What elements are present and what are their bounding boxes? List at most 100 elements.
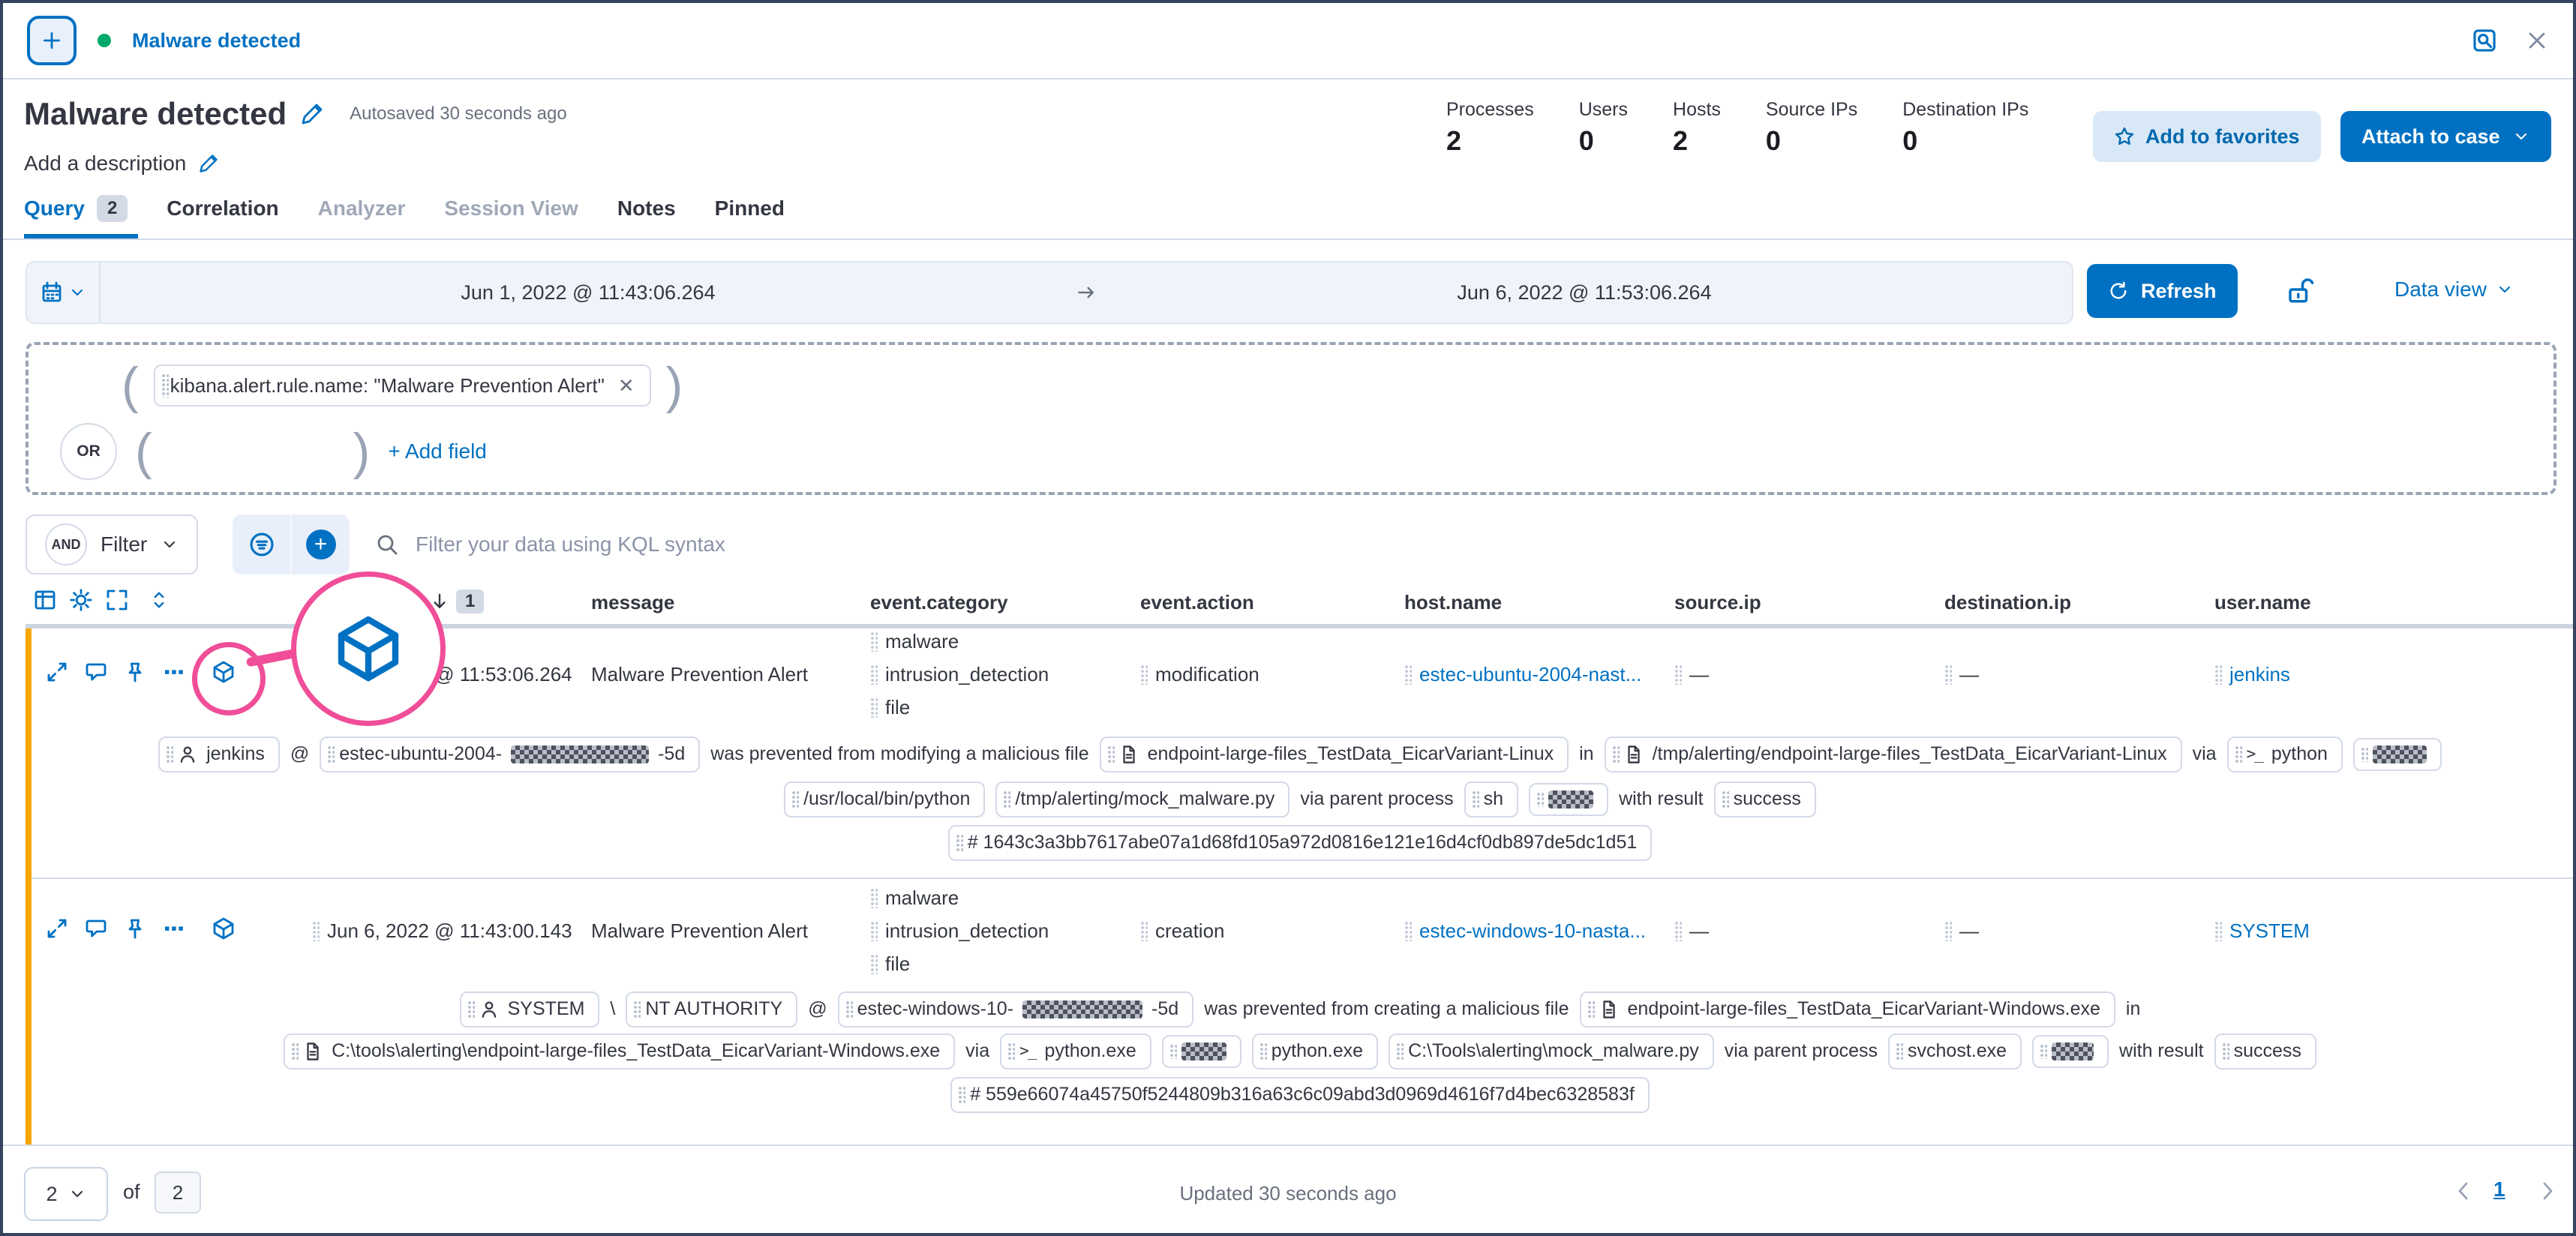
cell-source-ip[interactable]: —	[1674, 663, 1709, 686]
next-page-chevron-icon[interactable]	[2535, 1179, 2559, 1203]
file-hash-badge[interactable]: # 559e66074a45750f5244809b316a63c6c09abd…	[950, 1077, 1650, 1113]
column-header-source-ip[interactable]: source.ip	[1674, 591, 1761, 614]
kql-search-input[interactable]	[413, 531, 2543, 558]
edit-description-pencil-icon[interactable]	[198, 153, 219, 174]
user-badge[interactable]: jenkins	[158, 736, 280, 772]
filter-dropdown[interactable]: AND Filter	[26, 514, 199, 574]
edit-title-pencil-icon[interactable]	[300, 102, 324, 126]
user-badge[interactable]: SYSTEM	[459, 992, 600, 1028]
cell-event-category[interactable]: file	[870, 696, 910, 719]
file-hash-badge[interactable]: # 1643c3a3bb7617abe07a1d68fd105a972d0816…	[947, 825, 1653, 861]
current-page-number[interactable]: 1	[2493, 1178, 2505, 1201]
add-filter-button[interactable]: +	[290, 514, 350, 574]
expand-event-icon[interactable]	[45, 916, 69, 940]
cell-event-category[interactable]: file	[870, 952, 910, 976]
cell-timestamp[interactable]: Jun 6, 2022 @ 11:43:00.143	[312, 920, 572, 943]
cell-user-name[interactable]: jenkins	[2214, 663, 2290, 686]
add-description-text[interactable]: Add a description	[24, 152, 187, 175]
cell-message[interactable]: Malware Prevention Alert	[591, 663, 809, 686]
tab-label: Correlation	[167, 196, 279, 220]
tab-correlation[interactable]: Correlation	[167, 196, 278, 220]
timestamp-sort-indicator[interactable]: 1	[429, 590, 485, 614]
rows-per-page-select[interactable]: 2	[24, 1167, 108, 1221]
data-view-dropdown[interactable]: Data view	[2394, 278, 2514, 302]
cell-destination-ip[interactable]: —	[1944, 663, 1979, 686]
result-badge[interactable]: success	[2214, 1034, 2316, 1070]
column-header-user-name[interactable]: user.name	[2214, 591, 2311, 614]
cell-destination-ip[interactable]: —	[1944, 920, 1979, 943]
column-header-host-name[interactable]: host.name	[1404, 591, 1503, 614]
process-name-badge[interactable]: python.exe	[1251, 1034, 1379, 1070]
cell-user-name[interactable]: SYSTEM	[2214, 920, 2310, 943]
query-builder-dropzone[interactable]: ( kibana.alert.rule.name: "Malware Preve…	[26, 342, 2556, 495]
add-note-icon[interactable]	[84, 660, 108, 684]
cell-event-action[interactable]: creation	[1140, 920, 1225, 943]
redacted-badge[interactable]	[2352, 737, 2442, 771]
host-badge[interactable]: estec-windows-10- -5d	[837, 992, 1194, 1028]
more-actions-icon[interactable]	[162, 916, 186, 940]
script-path-badge[interactable]: C:\Tools\alerting\mock_malware.py	[1389, 1034, 1714, 1070]
cell-event-category[interactable]: intrusion_detection	[870, 920, 1049, 943]
gear-icon[interactable]	[69, 588, 93, 612]
close-icon[interactable]	[2525, 28, 2549, 52]
process-badge[interactable]: >_ python.exe	[1000, 1034, 1151, 1070]
end-date-button[interactable]: Jun 6, 2022 @ 11:53:06.264	[1457, 280, 1712, 304]
cell-event-action[interactable]: modification	[1140, 663, 1259, 686]
cell-event-category[interactable]: malware	[870, 886, 959, 910]
parent-process-badge[interactable]: svchost.exe	[1888, 1034, 2022, 1070]
attach-to-case-button[interactable]: Attach to case	[2340, 111, 2551, 162]
remove-filter-icon[interactable]: ✕	[617, 374, 635, 397]
pin-event-icon[interactable]	[123, 660, 147, 684]
query-filter-pill[interactable]: kibana.alert.rule.name: "Malware Prevent…	[153, 364, 651, 407]
chevron-down-icon	[2496, 280, 2514, 298]
sort-fields-icon[interactable]	[149, 590, 170, 610]
pin-event-icon[interactable]	[123, 916, 147, 940]
start-date-button[interactable]: Jun 1, 2022 @ 11:43:06.264	[461, 280, 716, 304]
tab-query[interactable]: Query 2	[24, 195, 128, 222]
analyze-event-cube-icon[interactable]	[212, 916, 236, 940]
process-exe-badge[interactable]: /usr/local/bin/python	[784, 782, 986, 818]
tab-pinned[interactable]: Pinned	[715, 196, 785, 220]
new-timeline-button[interactable]	[27, 16, 77, 65]
cell-event-category[interactable]: malware	[870, 630, 959, 653]
calendar-icon	[40, 280, 64, 304]
redacted-badge[interactable]	[1161, 1034, 1241, 1068]
file-path-badge[interactable]: /tmp/alerting/endpoint-large-files_TestD…	[1604, 736, 2182, 772]
inspect-icon[interactable]	[2471, 27, 2498, 54]
fullscreen-icon[interactable]	[105, 588, 129, 612]
result-badge[interactable]: success	[1713, 782, 1816, 818]
cell-message[interactable]: Malware Prevention Alert	[591, 920, 809, 942]
column-header-message[interactable]: message	[591, 591, 675, 614]
add-note-icon[interactable]	[84, 916, 108, 940]
redacted-badge[interactable]	[1529, 782, 1609, 816]
tab-notes[interactable]: Notes	[617, 196, 676, 220]
unlock-icon[interactable]	[2285, 276, 2315, 306]
redacted-badge[interactable]	[2032, 1034, 2109, 1068]
column-header-event-action[interactable]: event.action	[1140, 591, 1254, 614]
cell-event-category[interactable]: intrusion_detection	[870, 663, 1049, 686]
add-to-favorites-button[interactable]: Add to favorites	[2093, 111, 2321, 162]
filter-label: Filter	[101, 532, 148, 556]
domain-badge[interactable]: NT AUTHORITY	[626, 992, 798, 1028]
cell-host-name[interactable]: estec-windows-10-nasta...	[1404, 920, 1646, 943]
add-field-link[interactable]: + Add field	[388, 440, 487, 463]
date-quick-menu-button[interactable]	[27, 262, 101, 322]
column-header-event-category[interactable]: event.category	[870, 591, 1008, 614]
more-actions-icon[interactable]	[162, 660, 186, 684]
cell-host-name[interactable]: estec-ubuntu-2004-nast...	[1404, 663, 1641, 686]
process-args-badge[interactable]: /tmp/alerting/mock_malware.py	[995, 782, 1290, 818]
cell-source-ip[interactable]: —	[1674, 920, 1709, 943]
filter-options-button[interactable]	[233, 514, 290, 574]
file-badge[interactable]: endpoint-large-files_TestData_EicarVaria…	[1099, 736, 1569, 772]
expand-event-icon[interactable]	[45, 660, 69, 684]
file-badge[interactable]: endpoint-large-files_TestData_EicarVaria…	[1579, 992, 2115, 1028]
column-header-destination-ip[interactable]: destination.ip	[1944, 591, 2071, 614]
file-path-badge[interactable]: C:\tools\alerting\endpoint-large-files_T…	[284, 1034, 956, 1070]
columns-icon[interactable]	[33, 588, 57, 612]
previous-page-chevron-icon[interactable]	[2451, 1179, 2475, 1203]
process-badge[interactable]: >_ python	[2226, 736, 2343, 772]
refresh-button[interactable]: Refresh	[2087, 264, 2238, 318]
parent-process-badge[interactable]: sh	[1464, 782, 1519, 818]
host-badge[interactable]: estec-ubuntu-2004- -5d	[320, 736, 701, 772]
timeline-title-link[interactable]: Malware detected	[132, 28, 302, 52]
